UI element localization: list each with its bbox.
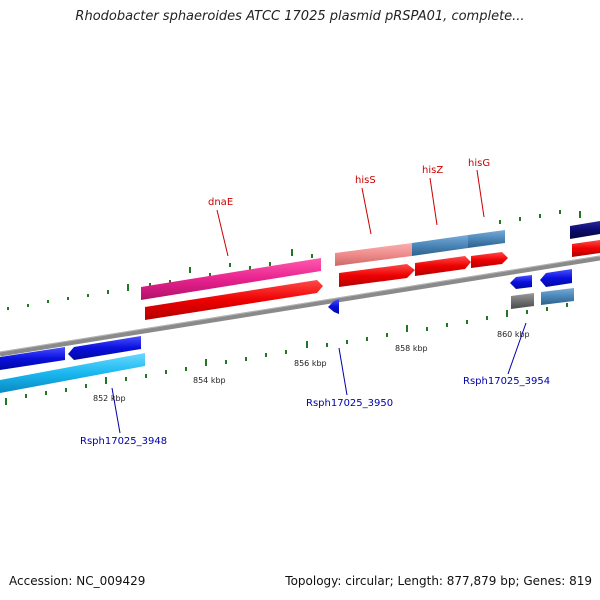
gene-label-3954: Rsph17025_3954 <box>463 376 550 387</box>
gene-label-hisG: hisG <box>468 158 490 169</box>
gene-hisS-bar <box>335 243 412 266</box>
gene-cyan <box>0 353 145 393</box>
gene-label-hisZ: hisZ <box>422 165 443 176</box>
ruler-label-854: 854 kbp <box>193 376 226 385</box>
gene-navy <box>570 221 600 239</box>
lower-tick-row <box>5 303 568 405</box>
gene-red-right <box>572 240 600 257</box>
ruler-label-858: 858 kbp <box>395 344 428 353</box>
accession-text: Accession: NC_009429 <box>9 574 146 588</box>
gene-3954-arrow-b <box>540 269 572 287</box>
gene-hisS-arrow <box>339 264 415 287</box>
bottom-gene-labels: Rsph17025_3948 Rsph17025_3950 Rsph17025_… <box>80 322 550 447</box>
gene-blue-left-a <box>0 347 65 370</box>
gene-hisG-arrow <box>471 252 508 268</box>
gene-label-hisS: hisS <box>355 175 376 186</box>
ruler-label-860: 860 kbp <box>497 330 530 339</box>
gene-blue-left-b <box>68 336 141 360</box>
gene-label-3950: Rsph17025_3950 <box>306 398 393 409</box>
ruler-labels: 852 kbp 854 kbp 856 kbp 858 kbp 860 kbp <box>93 330 530 403</box>
gene-3950-arrow <box>328 299 339 314</box>
page-title: Rhodobacter sphaeroides ATCC 17025 plasm… <box>75 9 525 24</box>
top-strand-genes[interactable] <box>141 221 600 300</box>
ruler-label-852: 852 kbp <box>93 394 126 403</box>
genome-backbone <box>0 255 600 357</box>
gene-label-dnaE: dnaE <box>208 197 233 208</box>
gene-hisG-bar <box>468 230 505 248</box>
gene-pink <box>141 258 321 300</box>
gene-label-3948: Rsph17025_3948 <box>80 436 167 447</box>
gene-hisZ-bar <box>412 235 468 256</box>
ruler-label-856: 856 kbp <box>294 359 327 368</box>
gene-steel-small <box>541 288 574 305</box>
bottom-strand-genes[interactable] <box>0 269 574 393</box>
gene-gray <box>511 293 534 309</box>
gene-dnaE-arrow <box>145 280 323 320</box>
top-gene-labels: dnaE hisS hisZ hisG <box>208 158 490 257</box>
genome-summary-text: Topology: circular; Length: 877,879 bp; … <box>285 574 592 588</box>
gene-hisZ-arrow <box>415 256 471 276</box>
gene-3954-arrow-a <box>510 275 532 289</box>
top-red-arrows[interactable] <box>145 240 600 320</box>
